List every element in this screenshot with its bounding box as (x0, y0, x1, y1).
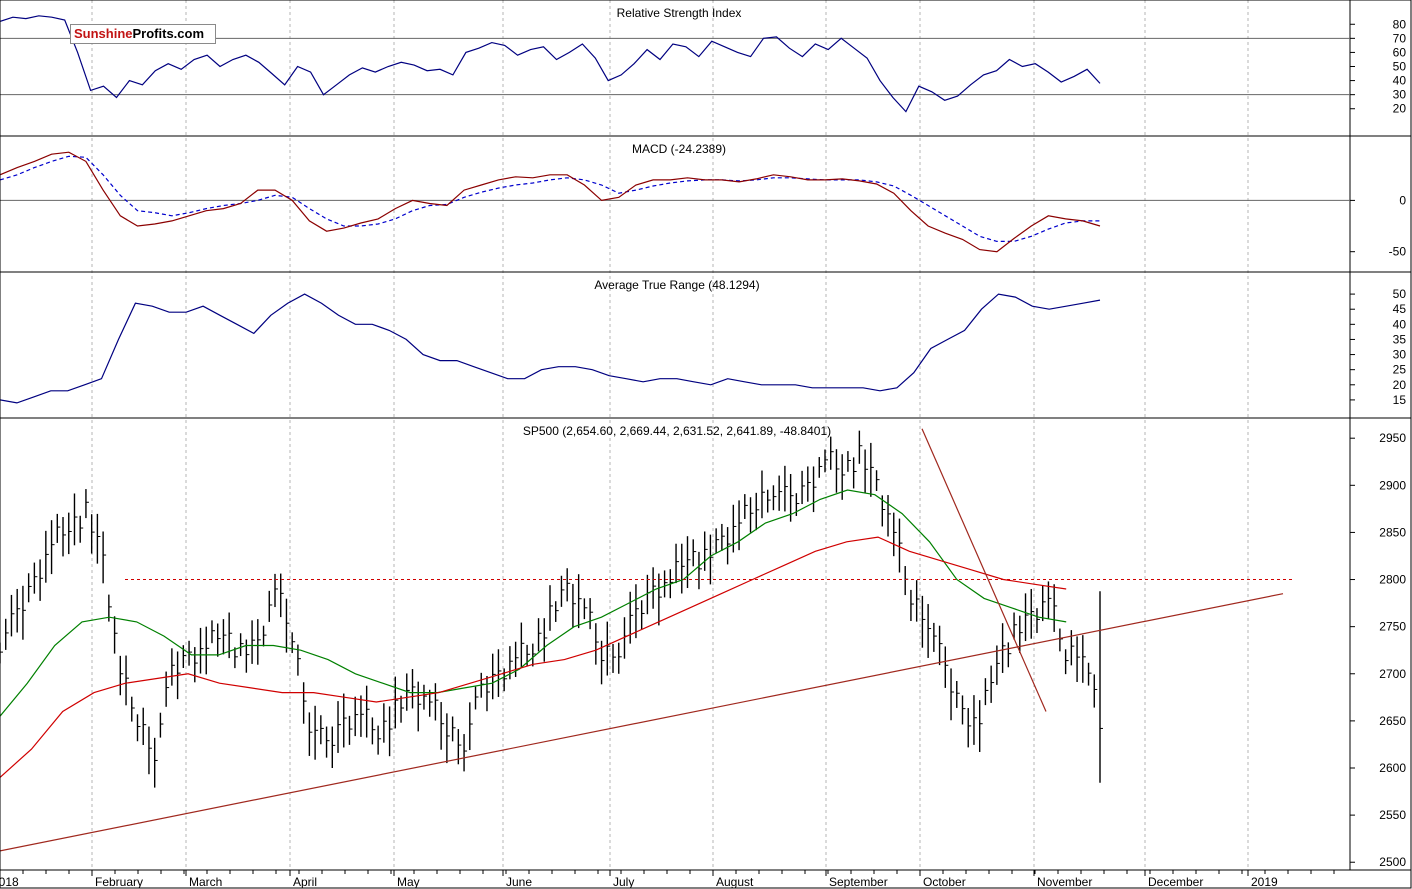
atr-line (0, 293, 1101, 404)
sp500-tick-label: 2750 (1379, 620, 1406, 634)
logo-part2: Profits.com (132, 26, 205, 41)
rsi-line (0, 15, 1101, 113)
sp500-tick-label: 2900 (1379, 478, 1406, 492)
titles: Relative Strength Index MACD (-24.2389) … (523, 6, 831, 438)
sp500-tick-label: 2850 (1379, 525, 1406, 539)
month-label: February (95, 875, 143, 889)
atr-tick-label: 35 (1393, 332, 1407, 346)
month-label: 2019 (1251, 875, 1278, 889)
sp500-tick-label: 2700 (1379, 667, 1406, 681)
macd-title: MACD (-24.2389) (632, 142, 726, 156)
rsi-tick-label: 40 (1393, 74, 1407, 88)
atr-tick-label: 20 (1393, 378, 1407, 392)
rsi-tick-label: 30 (1393, 88, 1407, 102)
sp500-tick-label: 2950 (1379, 431, 1406, 445)
month-label: December (1148, 875, 1203, 889)
x-axis-labels: 2018 February March April May June July August S… (0, 875, 1278, 889)
macd-tick-label: -50 (1389, 245, 1407, 259)
rising-trendline (0, 593, 1284, 852)
y-axis-ticks: 807060504030200-505045403530252015295029… (1350, 17, 1406, 869)
month-label: April (293, 875, 317, 889)
logo-part1: Sunshine (74, 26, 133, 41)
panels (0, 0, 1411, 871)
month-label: 2018 (0, 875, 19, 889)
sp500-long-ma-line (0, 536, 1067, 778)
overlays (0, 15, 1350, 852)
macd-signal-line (0, 155, 1100, 242)
sp500-tick-label: 2800 (1379, 573, 1406, 587)
month-label: July (613, 875, 634, 889)
macd-line (0, 151, 1101, 253)
rsi-tick-label: 60 (1393, 45, 1407, 59)
falling-trendline (921, 428, 1047, 712)
sp500-tick-label: 2600 (1379, 761, 1406, 775)
sp500-tick-label: 2550 (1379, 808, 1406, 822)
rsi-title: Relative Strength Index (617, 6, 742, 20)
atr-tick-label: 15 (1393, 393, 1407, 407)
month-label: August (716, 875, 754, 889)
atr-tick-label: 30 (1393, 348, 1407, 362)
month-label: October (923, 875, 966, 889)
month-label: November (1037, 875, 1092, 889)
rsi-tick-label: 80 (1393, 17, 1407, 31)
atr-title: Average True Range (48.1294) (594, 278, 759, 292)
rsi-tick-label: 20 (1393, 102, 1407, 116)
sp500-tick-label: 2500 (1379, 855, 1406, 869)
atr-tick-label: 25 (1393, 363, 1407, 377)
atr-tick-label: 45 (1393, 302, 1407, 316)
month-label: March (189, 875, 222, 889)
month-label: May (397, 875, 420, 889)
sp500-tick-label: 2650 (1379, 714, 1406, 728)
sunshine-profits-logo: SunshineProfits.com (70, 24, 216, 44)
rsi-tick-label: 50 (1393, 60, 1407, 74)
sp500-short-ma-line (0, 489, 1067, 717)
sp500-title: SP500 (2,654.60, 2,669.44, 2,631.52, 2,6… (523, 424, 831, 438)
vertical-grid (0, 0, 1335, 876)
rsi-tick-label: 70 (1393, 31, 1407, 45)
atr-tick-label: 40 (1393, 317, 1407, 331)
atr-tick-label: 50 (1393, 287, 1407, 301)
month-label: June (506, 875, 532, 889)
month-label: September (829, 875, 888, 889)
macd-tick-label: 0 (1399, 193, 1406, 207)
